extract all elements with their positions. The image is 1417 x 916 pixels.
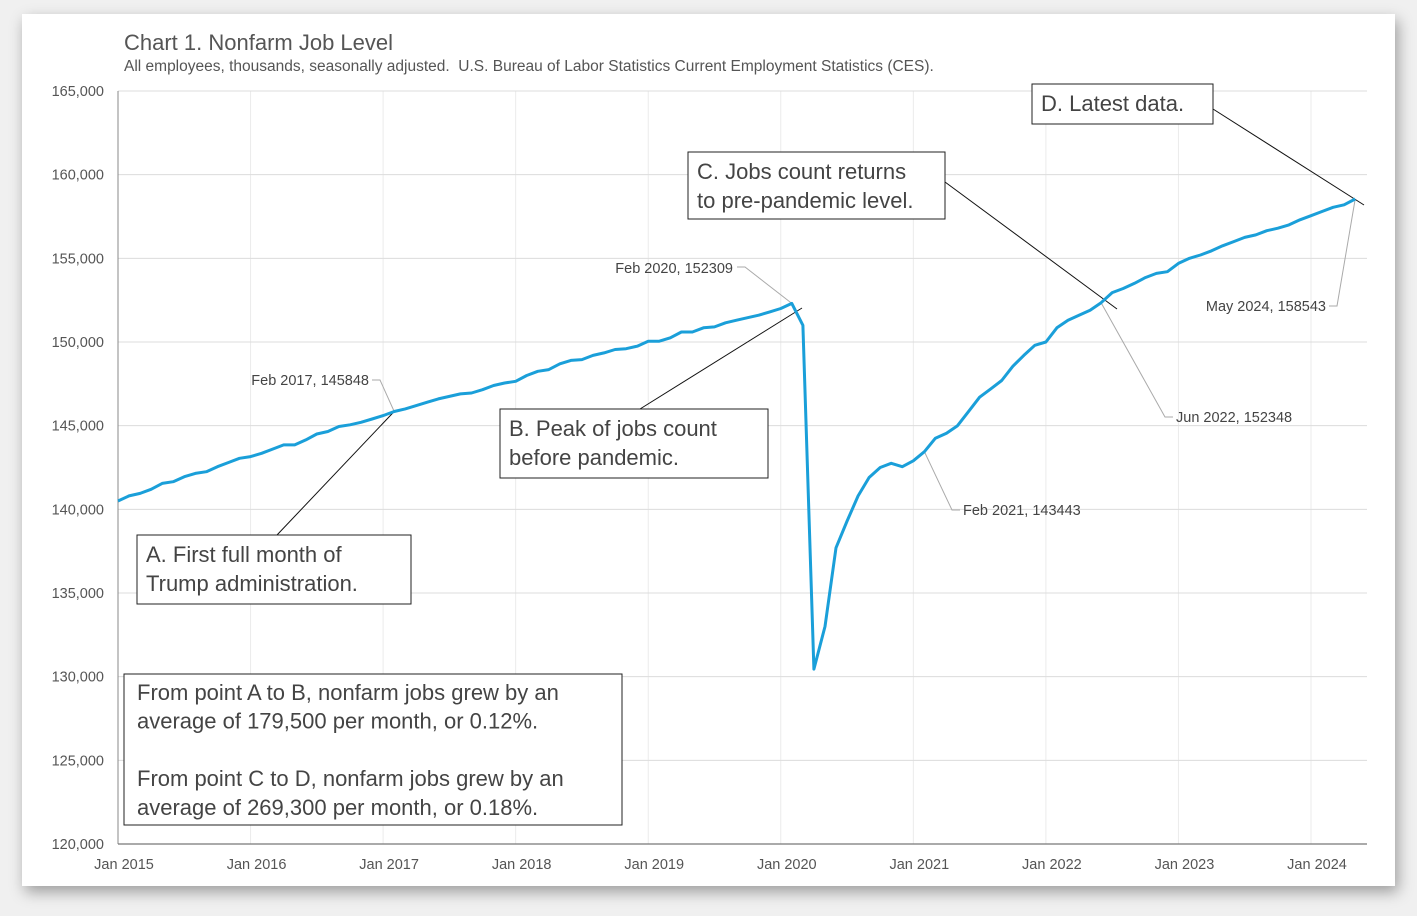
x-tick-label: Jan 2016	[227, 857, 287, 873]
annotation-box-b	[499, 408, 769, 479]
summary-note-line: From point C to D, nonfarm jobs grew by …	[137, 766, 564, 791]
annotation-text-d: D. Latest data.	[1041, 91, 1184, 116]
data-label-may2024: May 2024, 158543	[1206, 299, 1326, 315]
data-label-leader	[1329, 198, 1356, 307]
data-label-feb2020: Feb 2020, 152309	[615, 261, 733, 277]
x-tick-label: Jan 2022	[1022, 857, 1082, 873]
annotation-text-b: B. Peak of jobs count	[509, 416, 717, 441]
x-tick-label: Jan 2021	[889, 857, 949, 873]
y-tick-label: 120,000	[52, 837, 104, 853]
annotation-boxes: A. First full month of Trump administrati…	[123, 83, 1214, 826]
y-tick-label: 150,000	[52, 335, 104, 351]
annotation-box-c	[687, 151, 946, 220]
y-tick-label: 135,000	[52, 586, 104, 602]
x-tick-label: Jan 2015	[94, 857, 154, 873]
annotation-leader-a	[276, 411, 395, 536]
annotation-leaders	[276, 108, 1365, 536]
summary-note-line: From point A to B, nonfarm jobs grew by …	[137, 680, 559, 705]
annotation-text-c: to pre-pandemic level.	[697, 188, 913, 213]
x-tick-label: Jan 2018	[492, 857, 552, 873]
annotation-text-b: before pandemic.	[509, 445, 679, 470]
data-label-leader	[737, 266, 793, 304]
y-tick-label: 160,000	[52, 168, 104, 184]
y-tick-label: 145,000	[52, 419, 104, 435]
y-tick-label: 125,000	[52, 753, 104, 769]
y-tick-label: 165,000	[52, 84, 104, 100]
annotation-leader-d	[1212, 108, 1365, 206]
x-tick-label: Jan 2017	[359, 857, 419, 873]
data-label-leader	[923, 451, 960, 511]
y-axis-ticks: 120,000 125,000 130,000 135,000 140,000 145,0…	[52, 84, 104, 853]
annotation-leader-c	[944, 181, 1118, 310]
y-tick-label: 140,000	[52, 502, 104, 518]
axes	[117, 91, 1367, 845]
data-label-leader	[1100, 302, 1173, 418]
summary-note-box	[123, 673, 623, 826]
x-tick-label: Jan 2020	[757, 857, 817, 873]
annotation-box-a	[136, 534, 412, 605]
data-label-leader	[372, 379, 395, 412]
annotation-text-c: C. Jobs count returns	[697, 159, 906, 184]
summary-note-line: average of 179,500 per month, or 0.12%.	[137, 709, 538, 734]
y-tick-label: 155,000	[52, 251, 104, 267]
x-axis-ticks: Jan 2015 Jan 2016 Jan 2017 Jan 2018 Jan 2019…	[94, 857, 1347, 873]
data-label-feb2021: Feb 2021, 143443	[963, 503, 1081, 519]
x-tick-label: Jan 2024	[1287, 857, 1347, 873]
x-tick-label: Jan 2023	[1155, 857, 1215, 873]
data-labels: Feb 2017, 145848 Feb 2020, 152309 Feb 2021…	[251, 261, 1326, 519]
series-line-nonfarm-jobs	[117, 197, 1356, 671]
y-tick-label: 130,000	[52, 670, 104, 686]
annotation-text-a: A. First full month of	[146, 542, 343, 567]
data-label-jun2022: Jun 2022, 152348	[1176, 410, 1292, 426]
x-tick-label: Jan 2019	[624, 857, 684, 873]
chart-title: Chart 1. Nonfarm Job Level	[124, 30, 393, 55]
data-label-feb2017: Feb 2017, 145848	[251, 373, 369, 389]
annotation-box-d	[1031, 83, 1214, 125]
annotation-leader-b	[639, 307, 803, 410]
chart-subtitle: All employees, thousands, seasonally adj…	[124, 58, 934, 75]
summary-note-line: average of 269,300 per month, or 0.18%.	[137, 795, 538, 820]
annotation-text-a: Trump administration.	[146, 571, 358, 596]
